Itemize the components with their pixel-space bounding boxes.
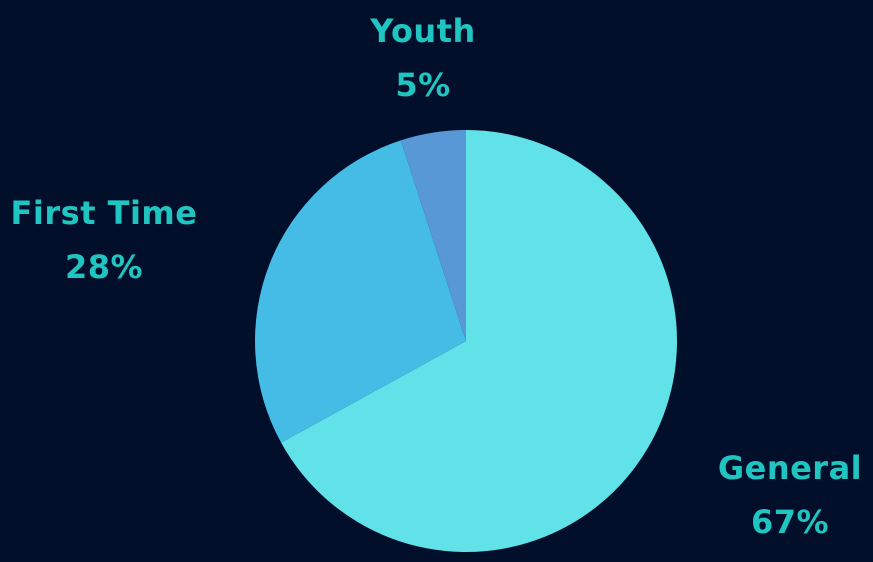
slice-label-youth-value: 5%: [395, 66, 451, 104]
slice-label-youth-name: Youth: [370, 12, 476, 50]
slice-label-first-time-value: 28%: [64, 248, 144, 286]
slice-label-first-time-name: First Time: [10, 194, 198, 232]
pie-slice-first-time: [255, 140, 466, 443]
pie-slice-youth: [400, 130, 466, 341]
slice-label-first-time: First Time 28%: [4, 186, 204, 294]
slice-label-general-name: General: [717, 449, 863, 487]
slice-label-general-value: 67%: [750, 503, 830, 541]
slice-label-youth: Youth 5%: [365, 4, 481, 112]
slice-label-general: General 67%: [712, 441, 868, 549]
pie-slice-general: [281, 130, 678, 552]
